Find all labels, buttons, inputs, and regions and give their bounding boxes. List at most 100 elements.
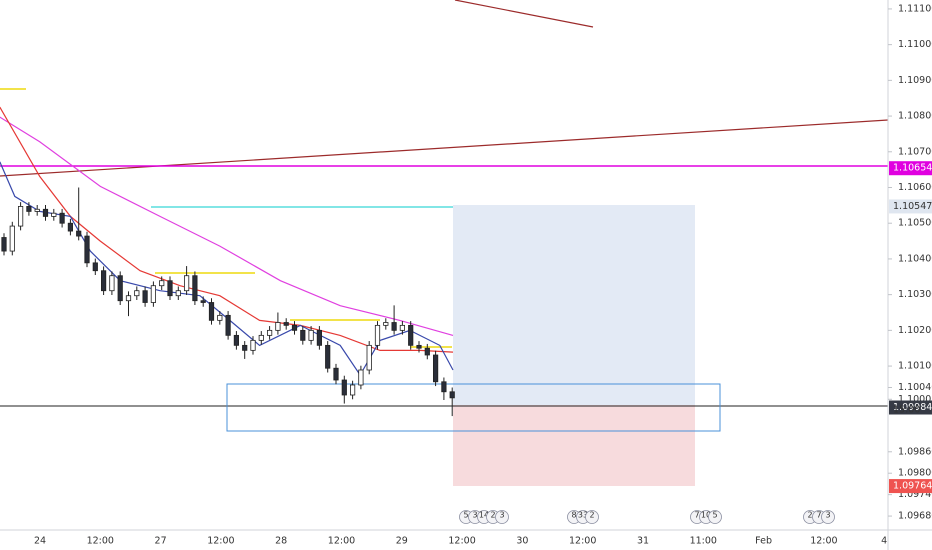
candle-body — [76, 230, 82, 237]
candle-body — [150, 285, 156, 303]
candle-body — [208, 302, 215, 321]
y-tick-label: 1.10600 — [898, 182, 932, 193]
candle-body — [424, 347, 430, 356]
candle-body — [374, 324, 381, 346]
event-count: 14 — [479, 511, 489, 520]
axis-layer: 1.11100 1.11000 1.10900 1.10800 1.10700 1.106… — [34, 3, 932, 547]
event-count: 2 — [589, 511, 594, 520]
candle-body — [217, 314, 223, 321]
candle-body — [109, 275, 115, 292]
candle-body — [42, 208, 49, 217]
candle-body — [159, 280, 165, 287]
x-tick-label: 30 — [516, 536, 528, 547]
y-tick-label: 1.10500 — [898, 218, 932, 229]
x-tick-label: 12:00 — [810, 536, 837, 547]
event-count: 3 — [499, 511, 504, 520]
candle-body — [67, 222, 73, 232]
moving-average — [0, 106, 454, 353]
y-tick-label: 1.09680 — [898, 511, 932, 522]
candle-body — [432, 354, 439, 383]
event-count: 2 — [490, 511, 495, 520]
x-tick-label: 28 — [275, 536, 287, 547]
candle-body — [333, 367, 339, 381]
candle-body — [51, 212, 57, 217]
event-icon — [585, 510, 599, 524]
candle-body — [101, 270, 107, 292]
event-count: 5 — [712, 511, 717, 520]
price-tag-label: 1.09764 — [893, 481, 932, 492]
candle-body — [325, 344, 331, 369]
candle-body — [59, 212, 65, 224]
event-count: 33 — [578, 511, 588, 520]
candle-body — [441, 381, 447, 393]
candle-body — [383, 322, 389, 326]
x-tick-label: 12:00 — [569, 536, 596, 547]
candle-body — [366, 344, 372, 371]
candle-body — [250, 339, 256, 351]
event-count: 8 — [571, 511, 576, 520]
price-tag — [889, 161, 932, 176]
zone-box — [226, 383, 721, 432]
y-tick-label: 1.10400 — [898, 253, 932, 264]
candle-body — [125, 295, 132, 302]
candle-body — [316, 329, 323, 346]
y-tick-label: 1.09800 — [898, 468, 932, 479]
candle-body — [341, 379, 347, 396]
candle-body — [92, 262, 98, 272]
trend-line — [454, 0, 594, 28]
candle-body — [84, 235, 90, 264]
candle-body — [308, 329, 314, 341]
price-tag — [889, 400, 932, 415]
x-tick-label: 12:00 — [207, 536, 234, 547]
candle-body — [183, 275, 190, 292]
candle-body — [142, 290, 148, 303]
event-count: 3 — [825, 511, 830, 520]
candle-body — [192, 275, 198, 302]
y-tick-label: 1.10800 — [898, 111, 932, 122]
candle-body — [283, 322, 289, 326]
x-tick-label: 27 — [155, 536, 167, 547]
y-tick-label: 1.11100 — [898, 3, 932, 14]
countdown: 15:00 — [893, 405, 920, 416]
candle-body — [200, 300, 206, 303]
profit-zone — [453, 205, 695, 405]
candle-body — [242, 344, 248, 351]
price-tag-label: 1.09984 — [893, 402, 932, 413]
event-count: 2 — [807, 511, 812, 520]
x-tick-label: Feb — [755, 536, 772, 547]
x-tick-label: 4 — [881, 536, 887, 547]
candle-body — [225, 314, 231, 336]
candle-body — [291, 324, 298, 331]
x-tick-label: 29 — [396, 536, 408, 547]
event-icon — [821, 510, 835, 524]
y-tick-label: 1.11000 — [898, 39, 932, 50]
price-tag — [889, 199, 932, 214]
y-tick-label: 1.10100 — [898, 361, 932, 372]
candle-body — [399, 324, 406, 331]
candle-body — [258, 334, 264, 341]
candle-body — [175, 290, 181, 297]
candle-body — [391, 322, 397, 331]
candle-body — [416, 344, 422, 349]
y-tick-label: 1.10700 — [898, 146, 932, 157]
price-tag-label: 1.10547 — [893, 201, 932, 212]
event-icon — [495, 510, 509, 524]
candle-body — [117, 275, 123, 302]
candle-body — [34, 208, 40, 212]
event-icon — [708, 510, 722, 524]
candle-body — [233, 334, 239, 346]
candle-body — [349, 384, 356, 396]
candle-body — [17, 206, 24, 227]
event-group: 5 3 14 2 3 — [459, 510, 509, 524]
event-group: 7 10 5 — [690, 510, 722, 524]
candle-body — [358, 369, 364, 386]
y-tick-label: 1.10040 — [898, 382, 932, 393]
x-tick-label: 12:00 — [328, 536, 355, 547]
candle-body — [9, 225, 15, 252]
candle-body — [449, 391, 455, 399]
series-layer: 5 3 14 2 3 8 33 2 7 10 5 2 7 3 — [0, 106, 835, 524]
y-tick-label: 1.09740 — [898, 489, 932, 500]
x-tick-label: 31 — [637, 536, 649, 547]
event-count: 5 — [463, 511, 468, 520]
